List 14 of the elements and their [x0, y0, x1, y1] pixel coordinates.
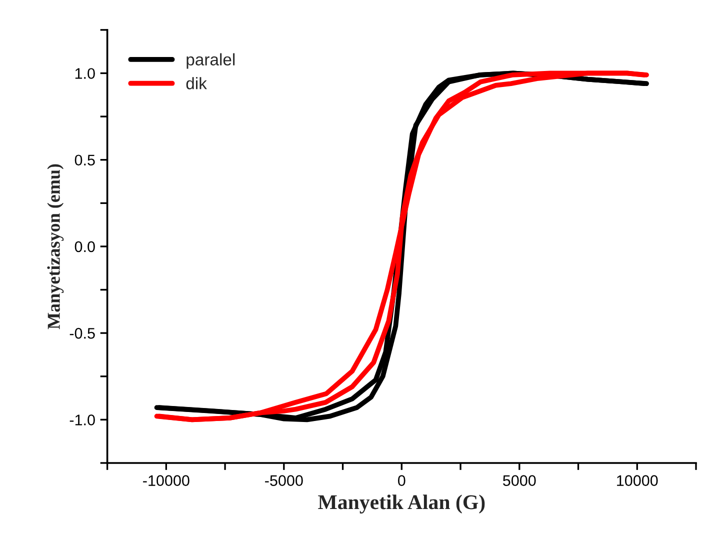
- legend-label: dik: [186, 77, 207, 90]
- x-tick-label: 10000: [617, 475, 658, 486]
- x-tick-label: 5000: [503, 475, 536, 486]
- y-tick-label: -1.0: [70, 414, 95, 426]
- x-tick-label: -10000: [143, 475, 190, 486]
- y-tick-label: 0.5: [74, 154, 95, 166]
- x-tick-label: 0: [398, 475, 406, 486]
- x-axis-title: Manyetik Alan (G): [318, 494, 485, 514]
- x-tick-label: -5000: [265, 475, 303, 486]
- y-tick-label: -0.5: [70, 328, 95, 339]
- y-tick-label: 0.0: [74, 241, 95, 252]
- legend-label: paralel: [186, 53, 235, 69]
- y-tick-label: 1.0: [75, 68, 95, 79]
- y-axis-title: Manyetizasyon (emu): [47, 164, 64, 330]
